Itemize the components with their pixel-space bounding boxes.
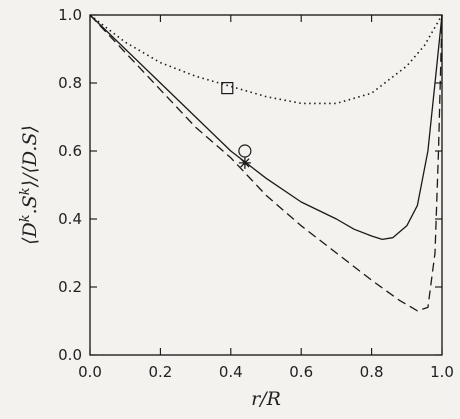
x-tick-label: 0.2 [148,363,172,381]
series-layer [89,14,443,312]
y-tick-label: 0.4 [58,210,82,228]
x-tick-label: 1.0 [430,363,454,381]
x-tick-label: 0.4 [219,363,243,381]
y-tick-label: 0.0 [58,346,82,364]
y-tick-label: 0.2 [58,278,82,296]
circle-marker [238,144,252,158]
x-tick-label: 0.8 [360,363,384,381]
y-axis-label: ⟨Dk.Sk⟩/⟨D.S⟩ [18,125,42,245]
tick-layer: 0.0 0.2 0.4 0.6 0.8 1.0 0.0 0.2 0.4 0.6 0.8 1.0 [58,6,454,381]
series-line-dotted [89,14,443,105]
marker-layer [221,81,252,169]
plot-frame [89,14,443,356]
x-axis-label: r/R [251,388,281,410]
series-line-solid [89,14,443,241]
star-marker [238,156,251,169]
y-tick-label: 0.8 [58,74,82,92]
series-line-dashed [89,14,443,312]
y-tick-label: 1.0 [58,6,82,24]
x-tick-label: 0.6 [289,363,313,381]
x-tick-label: 0.0 [78,363,102,381]
square-marker [221,81,234,95]
y-tick-label: 0.6 [58,142,82,160]
